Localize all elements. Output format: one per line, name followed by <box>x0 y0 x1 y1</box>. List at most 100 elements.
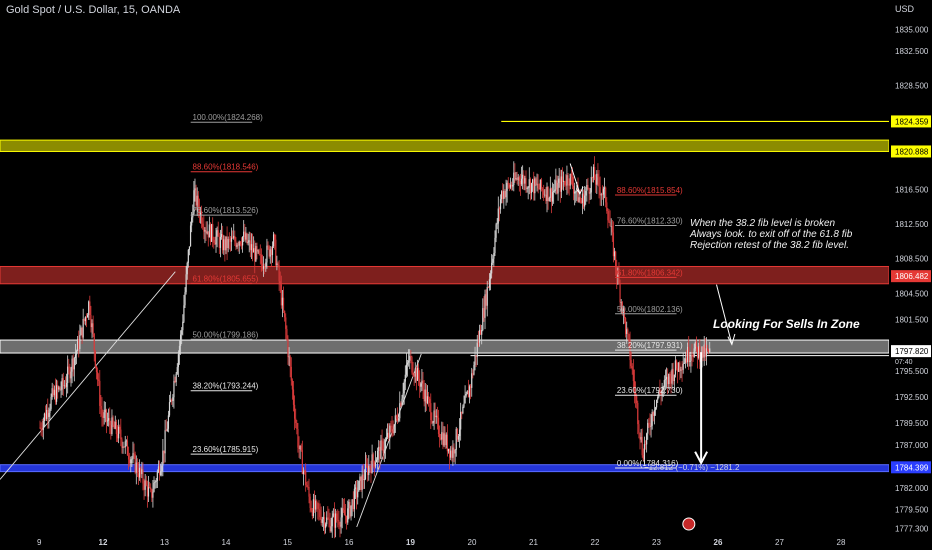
candle-body <box>384 440 386 450</box>
candle-body <box>312 499 315 517</box>
candle-body <box>234 235 236 242</box>
price-axis[interactable]: 1835.000 1832.500 1828.500 1824.359 1820.888… <box>889 0 932 550</box>
candle-body <box>326 517 328 525</box>
candle-body <box>553 190 555 193</box>
candle-body <box>289 356 291 367</box>
candle-body <box>647 422 649 434</box>
candle-body <box>353 488 355 510</box>
candle-body <box>96 372 99 380</box>
candle-body <box>409 355 411 361</box>
candle-body <box>263 266 265 269</box>
candle-body <box>110 425 112 434</box>
candle-body <box>467 390 470 398</box>
candle-body <box>695 341 698 348</box>
candle-body <box>567 175 569 184</box>
candle-body <box>277 263 279 266</box>
candle-body <box>275 239 277 266</box>
candle-body <box>526 188 528 189</box>
candle-body <box>116 434 119 439</box>
time-tick-label: 21 <box>529 538 538 547</box>
candle-body <box>365 463 368 466</box>
candle-body <box>597 173 599 178</box>
candle-body <box>59 387 61 391</box>
price-tick-label: 1795.500 <box>895 367 929 376</box>
fib-second-label-1: 76.60%(1812.330) <box>617 217 683 226</box>
candle-body <box>140 467 142 475</box>
candle-body <box>51 388 53 397</box>
price-tick-label: 1801.500 <box>895 315 929 324</box>
time-tick-label: 20 <box>468 538 477 547</box>
candle-body <box>272 234 275 247</box>
candle-body <box>580 200 582 204</box>
candle-body <box>165 430 167 432</box>
time-axis[interactable]: 9 12 13 14 15 16 19 20 21 22 23 26 27 28 <box>37 517 846 547</box>
candle-body <box>419 378 421 387</box>
candle-body <box>67 366 69 384</box>
candle-body <box>228 239 230 240</box>
candle-body <box>162 450 164 466</box>
candle-body <box>297 428 299 448</box>
candle-body <box>146 485 148 497</box>
candle-body <box>135 462 137 473</box>
candle-body <box>466 390 468 394</box>
candle-body <box>223 239 225 251</box>
candle-body <box>441 432 443 440</box>
candle-body <box>301 450 303 475</box>
candle-body <box>40 427 42 430</box>
candle-body <box>584 195 586 207</box>
candle-body <box>381 440 383 442</box>
candle-body <box>390 425 392 427</box>
candle-body <box>596 173 598 185</box>
candle-body <box>41 429 43 431</box>
candle-body <box>330 526 332 532</box>
candle-body <box>198 208 201 216</box>
candle-body <box>523 174 525 184</box>
candle-body <box>582 193 585 207</box>
candle-body <box>156 472 158 481</box>
candle-body <box>216 230 218 237</box>
candle-body <box>68 366 70 368</box>
candle-body <box>692 356 694 358</box>
candle-body <box>332 513 334 517</box>
candle-body <box>627 329 629 335</box>
candle-body <box>95 366 98 373</box>
zone-blue <box>0 464 890 473</box>
candle-body <box>147 487 150 497</box>
candle-body <box>127 455 130 460</box>
candle-body <box>280 284 282 306</box>
candle-body <box>661 389 663 396</box>
candle-body <box>85 316 88 318</box>
candle-body <box>249 240 251 251</box>
candle-body <box>394 415 396 425</box>
candle-body <box>137 473 140 478</box>
candle-body <box>571 176 574 186</box>
candle-body <box>47 409 49 417</box>
candle-body <box>265 262 267 267</box>
candle-body <box>212 224 214 240</box>
candle-body <box>208 224 210 238</box>
fib-first-label-2: 76.60%(1813.526) <box>193 206 259 215</box>
candle-body <box>621 302 623 314</box>
candle-body <box>306 485 308 487</box>
candle-body <box>538 188 540 190</box>
candle-body <box>386 432 389 438</box>
candle-body <box>406 362 409 365</box>
candle-body <box>109 418 111 426</box>
candle-body <box>230 237 233 242</box>
candle-body <box>522 174 524 179</box>
candle-body <box>435 415 437 418</box>
candle-body <box>457 436 460 440</box>
candle-body <box>349 502 351 517</box>
candle-body <box>572 185 575 194</box>
candle-body <box>318 508 320 510</box>
candle-body <box>377 450 379 460</box>
candle-body <box>495 224 497 238</box>
candle-body <box>554 189 556 191</box>
candle-body <box>201 211 203 224</box>
candle-body <box>245 233 247 240</box>
fib-second-label-0: 88.60%(1815.854) <box>617 186 683 195</box>
candle-body <box>615 251 617 268</box>
candle-body <box>543 190 545 195</box>
candle-body <box>227 239 229 249</box>
